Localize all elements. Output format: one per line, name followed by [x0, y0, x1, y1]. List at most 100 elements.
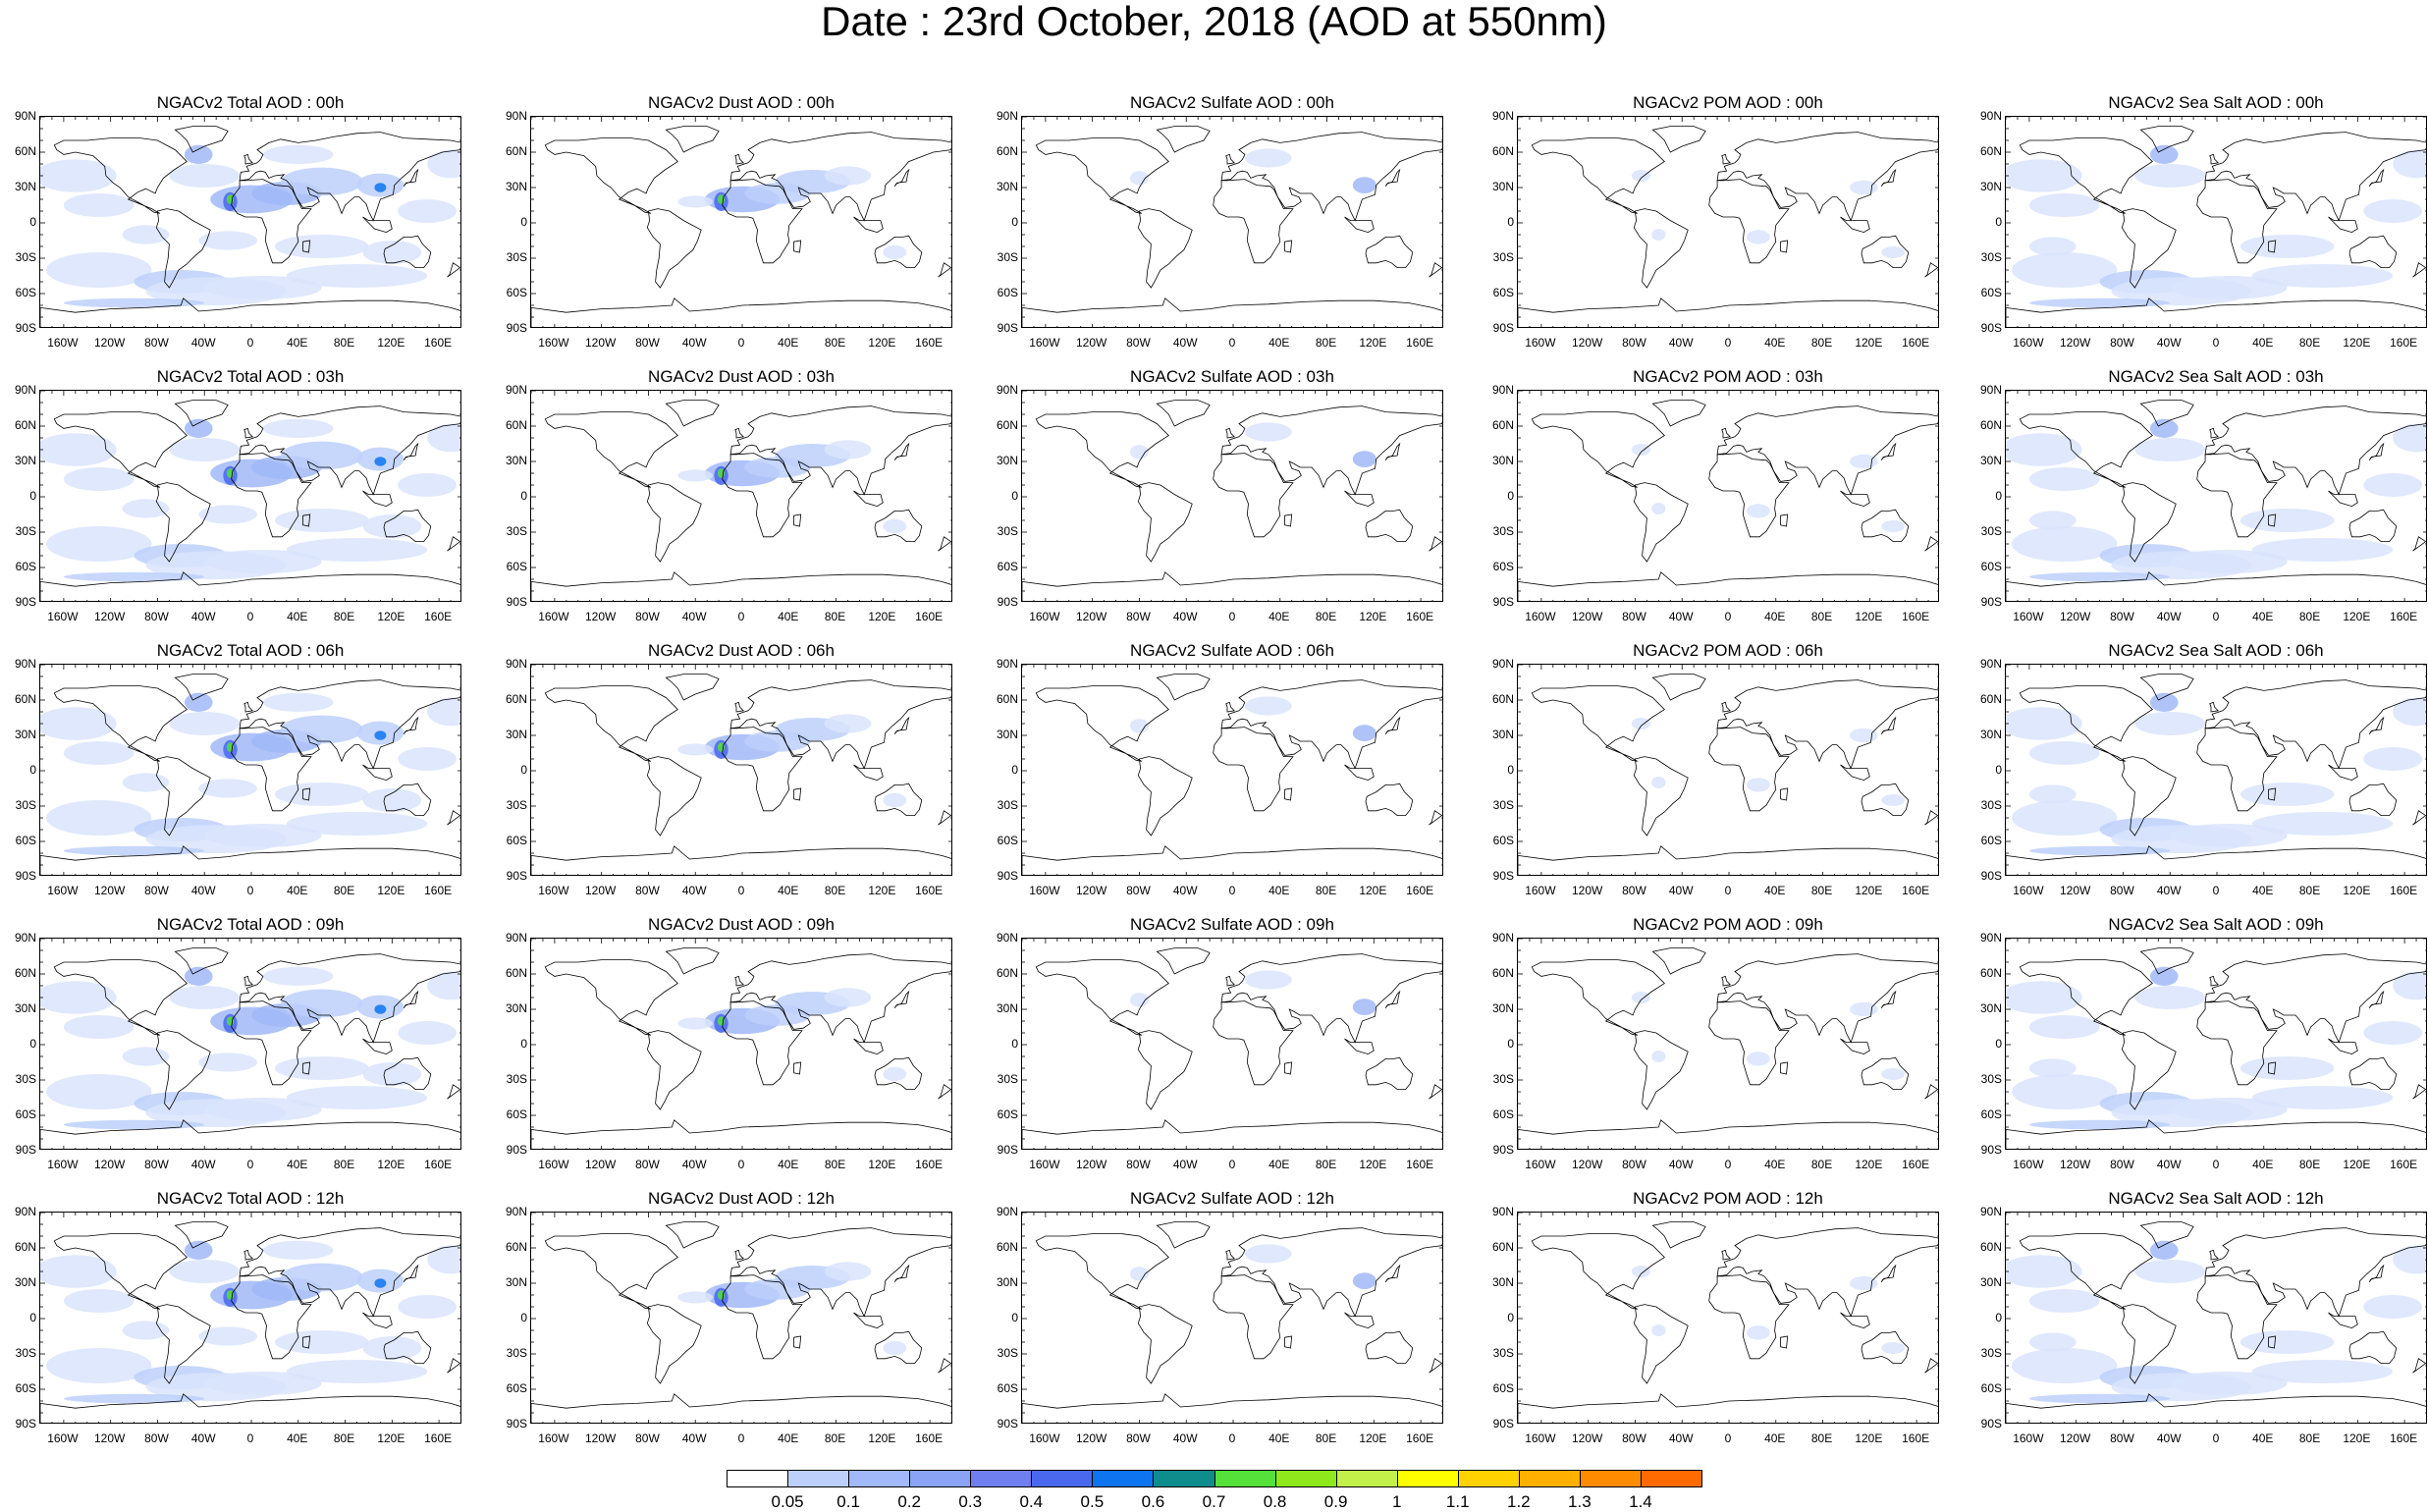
- lat-label: 0: [520, 1311, 527, 1324]
- coastline-9: [853, 1038, 884, 1055]
- lat-label: 90N: [1491, 109, 1514, 123]
- map-svg-seasalt-r4: [2006, 1213, 2426, 1423]
- lat-label: 90N: [996, 109, 1018, 123]
- lat-label: 60S: [997, 1107, 1018, 1121]
- coastline-7: [243, 153, 254, 165]
- aod-field-0: [1746, 1052, 1770, 1066]
- lon-label: 80E: [824, 1431, 846, 1445]
- lon-label: 40E: [778, 336, 799, 350]
- lon-label: 160E: [2390, 1431, 2418, 1445]
- lon-label: 40W: [2156, 610, 2182, 623]
- aod-field-7: [63, 193, 135, 217]
- coastline-11: [938, 1358, 951, 1374]
- lat-label: 0: [1507, 1311, 1514, 1324]
- aod-field-4: [204, 550, 322, 573]
- lat-label: 60N: [505, 966, 527, 980]
- coastline-2: [231, 179, 312, 264]
- map-panel-total-r3: NGACv2 Total AOD : 09h 90N 60N 30N 0 30S 60S 90…: [15, 915, 461, 1193]
- lon-label: 80W: [2110, 336, 2134, 350]
- map-svg-sulfate-r2: [1022, 665, 1442, 875]
- map-frame: [2005, 938, 2427, 1150]
- lon-label: 160W: [1029, 610, 1060, 623]
- lat-label: 30N: [1979, 728, 2002, 741]
- lon-label: 120E: [1359, 1158, 1387, 1171]
- coastline-4: [383, 509, 432, 543]
- lon-label: 0: [737, 884, 745, 897]
- aod-field-6: [184, 144, 213, 164]
- aod-field-18: [274, 783, 369, 806]
- coastline-1: [2121, 756, 2177, 837]
- lon-label: 0: [1228, 1158, 1236, 1171]
- aod-field-0: [2006, 433, 2082, 466]
- lon-label: 160E: [424, 1431, 453, 1445]
- lat-label: 30S: [1492, 250, 1514, 264]
- lon-label: 160W: [1029, 1158, 1060, 1171]
- lat-label: 90N: [996, 657, 1018, 671]
- coastline-0: [1531, 411, 1665, 488]
- lat-label: 60S: [1980, 1107, 2002, 1121]
- lon-label: 120E: [2343, 1158, 2371, 1171]
- aod-field-5: [824, 440, 872, 459]
- lon-label: 40W: [190, 1158, 216, 1171]
- lat-label: 60S: [1492, 1107, 1514, 1121]
- lon-label: 160E: [1406, 336, 1434, 350]
- colorbar-label: 0.1: [836, 1492, 860, 1511]
- coastline-3: [729, 953, 951, 1044]
- lat-label: 90S: [1492, 595, 1514, 609]
- lon-label: 0: [1724, 1431, 1732, 1445]
- lat-label: 30N: [996, 180, 1018, 193]
- lon-label: 160W: [538, 336, 569, 350]
- lon-label: 120W: [584, 1431, 617, 1445]
- lon-label: 40W: [1172, 1158, 1198, 1171]
- aod-field-5: [824, 166, 872, 186]
- map-panel-dust-r4: NGACv2 Dust AOD : 12h 90N 60N 30N 0 30S 60S 90S…: [506, 1189, 952, 1467]
- coastline-2: [2196, 179, 2278, 264]
- lat-label: 30N: [14, 1001, 36, 1015]
- lat-label: 30N: [1491, 1275, 1514, 1289]
- lon-label: 120W: [584, 1158, 617, 1171]
- aod-field-0: [1746, 1325, 1770, 1340]
- coastline-1: [2121, 208, 2177, 289]
- lat-label: 30S: [1980, 798, 2002, 812]
- coastline-3: [239, 1227, 460, 1318]
- coastline-10: [302, 787, 311, 801]
- lat-label: 30N: [1491, 454, 1514, 467]
- lon-label: 120W: [1571, 610, 1603, 623]
- lon-label: 80W: [635, 1431, 660, 1445]
- coastline-11: [447, 536, 460, 552]
- panel-title: NGACv2 Total AOD : 09h: [156, 915, 345, 934]
- coastline-8: [2368, 442, 2385, 461]
- coastline-11: [1429, 1358, 1442, 1374]
- coastline-2: [2196, 1274, 2278, 1360]
- aod-field-6: [2149, 418, 2179, 438]
- coastline-10: [1780, 240, 1789, 253]
- aod-field-0: [1352, 1272, 1376, 1289]
- coastline-2: [722, 727, 803, 812]
- coastline-3: [729, 405, 951, 496]
- lat-label: 90N: [1979, 109, 2002, 123]
- aod-field-5: [2134, 712, 2206, 735]
- lon-label: 0: [2212, 1431, 2220, 1445]
- aod-field-15: [198, 505, 257, 524]
- lon-label: 40E: [1268, 884, 1290, 897]
- lon-label: 120W: [1571, 1431, 1603, 1445]
- map-frame: [1517, 1212, 1939, 1424]
- coastline-2: [1708, 727, 1790, 812]
- map-svg-dust-r3: [531, 939, 951, 1149]
- panel-title: NGACv2 Dust AOD : 03h: [648, 367, 835, 386]
- coastline-11: [938, 810, 951, 826]
- lat-label: 90S: [506, 1417, 527, 1431]
- lon-label: 80W: [635, 336, 660, 350]
- aod-field-10: [2393, 971, 2426, 1000]
- aod-field-5: [2134, 986, 2206, 1009]
- map-panel-dust-r2: NGACv2 Dust AOD : 06h 90N 60N 30N 0 30S 60S 90S…: [506, 641, 952, 919]
- coastline-10: [793, 787, 802, 801]
- coastline-2: [1708, 179, 1790, 264]
- coastline-2: [1708, 453, 1790, 538]
- map-svg-seasalt-r0: [2006, 117, 2426, 327]
- aod-field-0: [2006, 159, 2082, 192]
- coastline-9: [1344, 1038, 1375, 1055]
- coastline-2: [1708, 1000, 1790, 1086]
- lon-label: 160E: [1902, 336, 1930, 350]
- aod-field-11: [2251, 812, 2394, 836]
